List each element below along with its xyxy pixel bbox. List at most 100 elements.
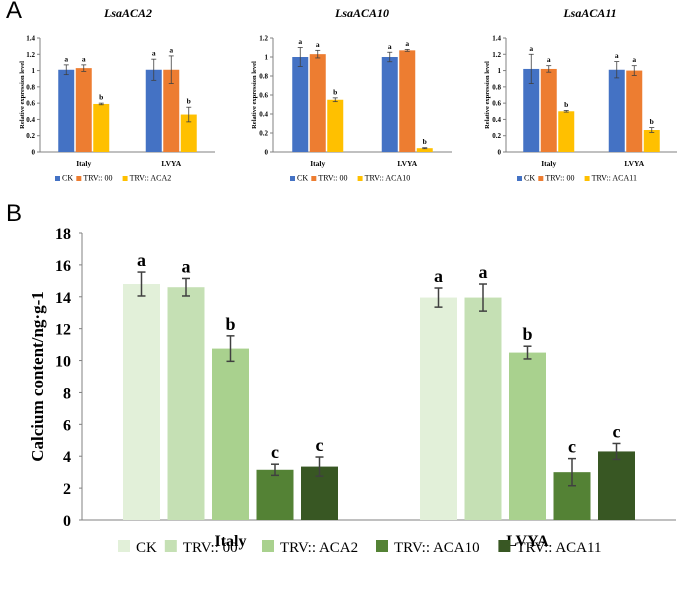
significance-letter: c — [271, 442, 279, 462]
significance-letter: a — [632, 55, 636, 64]
bar — [381, 57, 398, 152]
y-tick-label: 0.4 — [26, 116, 35, 124]
bar — [123, 284, 160, 520]
bar — [626, 70, 643, 152]
y-tick-label: 8 — [63, 385, 71, 402]
x-category-label: LVYA — [161, 159, 181, 168]
legend-label: CK — [136, 540, 157, 556]
y-tick-label: 0.2 — [26, 132, 35, 140]
y-tick-label: 0.2 — [259, 130, 268, 138]
significance-letter: a — [169, 45, 173, 54]
legend-label: TRV:: ACA10 — [394, 540, 480, 556]
x-category-label: Italy — [541, 159, 556, 168]
bar — [420, 297, 457, 520]
significance-letter: c — [568, 437, 576, 457]
y-tick-label: 1.2 — [492, 51, 501, 59]
bar — [509, 352, 546, 520]
significance-letter: b — [564, 100, 568, 109]
legend-swatch — [538, 176, 544, 181]
bar — [540, 68, 557, 152]
significance-letter: a — [434, 266, 443, 286]
chart-title: LsaACA2 — [103, 6, 152, 20]
significance-letter: b — [650, 117, 654, 126]
significance-letter: b — [187, 97, 191, 106]
y-axis-label: Calcium content/ng·g-1 — [28, 291, 47, 461]
y-tick-label: 1.4 — [492, 35, 501, 43]
y-tick-label: 1.2 — [259, 35, 268, 43]
chart-4: Calcium content/ng·g-1 0 2 4 6 8 10 12 14 16 18 a a b… — [28, 226, 676, 556]
significance-letter: b — [522, 324, 532, 344]
y-tick-label: 4 — [63, 449, 71, 466]
legend-swatch — [498, 540, 511, 552]
significance-letter: a — [152, 49, 156, 58]
significance-letter: a — [405, 39, 409, 48]
y-tick-label: 0.8 — [492, 83, 501, 91]
x-category-label: LVYA — [397, 159, 417, 168]
y-tick-label: 0 — [32, 149, 36, 157]
chart-3: LsaACA11 Relative expression level 0 0.2 0.4… — [484, 6, 677, 183]
significance-letter: a — [529, 44, 533, 53]
y-axis-label: Relative expression level — [251, 61, 258, 129]
bar — [327, 99, 344, 152]
y-tick-label: 0.4 — [259, 111, 268, 119]
bar — [93, 103, 110, 152]
legend-label: TRV:: ACA10 — [365, 174, 411, 183]
legend-swatch — [55, 176, 60, 181]
bar — [58, 69, 75, 152]
legend-label: CK — [524, 174, 535, 183]
chart-2: LsaACA10 Relative expression level 0 0.2 0.4… — [251, 6, 452, 183]
bar — [643, 130, 660, 152]
bar — [598, 451, 635, 520]
y-tick-label: 0.8 — [259, 73, 268, 81]
bar — [292, 57, 309, 152]
y-tick-label: 0.6 — [492, 100, 501, 108]
y-tick-label: 0.2 — [492, 132, 501, 140]
bar — [464, 297, 502, 520]
significance-letter: a — [64, 54, 68, 63]
y-tick-label: 0.6 — [259, 92, 268, 100]
y-tick-label: 1 — [265, 54, 269, 62]
legend-swatch — [262, 540, 274, 552]
legend-label: TRV:: ACA11 — [592, 174, 637, 183]
x-category-label: Italy — [310, 159, 325, 168]
x-category-label: Italy — [215, 533, 247, 550]
legend-label: CK — [297, 174, 308, 183]
bar — [212, 348, 249, 520]
legend-label: TRV:: ACA11 — [516, 540, 601, 556]
y-tick-label: 16 — [55, 258, 71, 275]
x-category-label: LVYA — [506, 533, 549, 550]
significance-letter: c — [613, 421, 621, 441]
y-tick-label: 14 — [55, 290, 71, 307]
legend-swatch — [76, 176, 82, 181]
bar — [163, 69, 180, 152]
legend-label: TRV:: 00 — [318, 174, 347, 183]
legend-swatch — [290, 176, 295, 181]
y-tick-label: 6 — [63, 417, 71, 434]
significance-letter: a — [388, 42, 392, 51]
legend-label: CK — [62, 174, 73, 183]
y-tick-label: 0.4 — [492, 116, 501, 124]
bar — [145, 69, 162, 152]
legend-swatch — [584, 176, 590, 181]
legend-swatch — [311, 176, 317, 181]
y-tick-label: 10 — [55, 354, 71, 371]
significance-letter: c — [316, 435, 324, 455]
y-tick-label: 0 — [265, 149, 269, 157]
y-tick-label: 1.4 — [26, 35, 35, 43]
legend-label: TRV:: ACA2 — [280, 540, 358, 556]
significance-letter: b — [99, 93, 103, 102]
significance-letter: a — [316, 40, 320, 49]
y-tick-label: 0 — [63, 513, 71, 530]
y-axis-label: Relative expression level — [484, 61, 491, 129]
bar — [256, 469, 294, 520]
bar — [167, 287, 205, 520]
legend-swatch — [164, 540, 177, 552]
y-tick-label: 18 — [55, 226, 71, 243]
bar — [180, 114, 197, 152]
significance-letter: a — [298, 37, 302, 46]
x-category-label: LVYA — [624, 159, 644, 168]
x-category-label: Italy — [76, 159, 91, 168]
legend-label: TRV:: 00 — [183, 540, 238, 556]
y-axis-label: Relative expression level — [19, 61, 26, 129]
